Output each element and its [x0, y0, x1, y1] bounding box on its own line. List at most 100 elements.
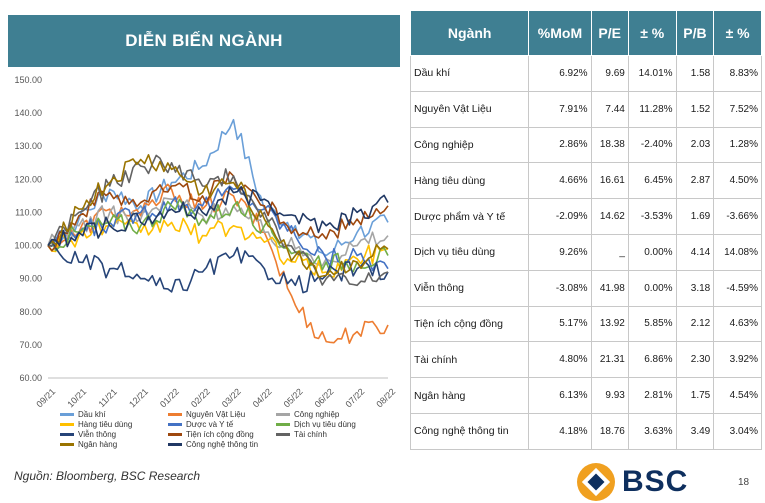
legend-item: Dầu khí — [60, 410, 106, 419]
table-row: Viễn thông -3.08% 41.98 0.00% 3.18 -4.59% — [409, 269, 762, 307]
value-cell: 7.91% — [528, 90, 592, 128]
y-tick-label: 90.00 — [19, 274, 42, 284]
legend-swatch — [276, 433, 290, 436]
legend-swatch — [168, 443, 182, 446]
column-header: Ngành — [409, 10, 530, 56]
x-tick-label: 12/21 — [127, 386, 150, 409]
sector-name-cell: Dược phẩm và Y tế — [409, 198, 530, 235]
value-cell: 13.92 — [590, 305, 629, 343]
series-line-8 — [47, 154, 389, 287]
value-cell: 3.92% — [713, 341, 762, 379]
legend-swatch — [276, 423, 290, 426]
value-cell: 2.86% — [528, 126, 592, 164]
value-cell: -3.66% — [713, 198, 762, 235]
legend-swatch — [60, 443, 74, 446]
y-tick-label: 120.00 — [14, 174, 42, 184]
series-line-4 — [47, 185, 389, 272]
x-tick-label: 04/22 — [251, 386, 274, 409]
value-cell: 4.63% — [713, 305, 762, 343]
sector-name-cell: Công nghệ thông tin — [409, 412, 530, 450]
column-header: ± % — [713, 10, 762, 56]
legend-item: Viễn thông — [60, 430, 116, 439]
series-line-10 — [47, 186, 389, 248]
sector-name-cell: Công nghiệp — [409, 126, 530, 164]
legend-swatch — [168, 433, 182, 436]
value-cell: 2.81% — [627, 377, 677, 414]
value-cell: 2.30 — [675, 341, 715, 379]
value-cell: -3.53% — [627, 198, 677, 235]
value-cell: 4.54% — [713, 377, 762, 414]
legend-item: Công nghiệp — [276, 410, 339, 419]
legend-swatch — [60, 413, 74, 416]
value-cell: 2.87 — [675, 162, 715, 200]
value-cell: 7.52% — [713, 90, 762, 128]
table-row: Dược phẩm và Y tế -2.09% 14.62 -3.53% 1.69 -3… — [409, 198, 762, 235]
value-cell: 11.28% — [627, 90, 677, 128]
legend-swatch — [60, 433, 74, 436]
value-cell: -2.09% — [528, 198, 592, 235]
table-header-row: Ngành %MoM P/E ± % P/B ± % — [409, 10, 762, 56]
legend-item: Ngân hàng — [60, 440, 117, 449]
value-cell: -4.59% — [713, 269, 762, 307]
legend-label: Công nghiệp — [294, 410, 340, 419]
value-cell: 4.18% — [528, 412, 592, 450]
value-cell: 4.14 — [675, 233, 715, 271]
value-cell: 16.61 — [590, 162, 629, 200]
value-cell: 4.80% — [528, 341, 592, 379]
legend-label: Ngân hàng — [78, 440, 118, 449]
legend-item: Hàng tiêu dùng — [60, 420, 132, 429]
y-tick-label: 130.00 — [14, 141, 42, 151]
value-cell: 1.58 — [675, 55, 715, 92]
value-cell: 7.44 — [590, 90, 629, 128]
y-tick-label: 80.00 — [19, 307, 42, 317]
x-tick-label: 10/21 — [65, 386, 88, 409]
x-tick-label: 02/22 — [189, 386, 212, 409]
legend-item: Công nghệ thông tin — [168, 440, 258, 449]
legend-label: Dầu khí — [78, 410, 106, 419]
value-cell: 14.01% — [627, 55, 677, 92]
x-tick-label: 07/22 — [343, 386, 366, 409]
value-cell: 1.28% — [713, 126, 762, 164]
legend-label: Hàng tiêu dùng — [78, 420, 133, 429]
value-cell: 21.31 — [590, 341, 629, 379]
series-line-1 — [47, 183, 389, 345]
value-cell: 8.83% — [713, 55, 762, 92]
value-cell: 1.75 — [675, 377, 715, 414]
legend-label: Dược và Y tế — [186, 420, 234, 429]
sector-performance-chart: 60.00 70.00 80.00 90.00 100.00 110.00 120.00 13… — [14, 75, 397, 409]
column-header: ± % — [627, 10, 677, 56]
value-cell: 18.38 — [590, 126, 629, 164]
legend-label: Viễn thông — [78, 430, 117, 439]
value-cell: 41.98 — [590, 269, 629, 307]
value-cell: 3.04% — [713, 412, 762, 450]
table-row: Ngân hàng 6.13% 9.93 2.81% 1.75 4.54% — [409, 377, 762, 414]
legend-item: Dịch vụ tiêu dùng — [276, 420, 356, 429]
x-tick-label: 01/22 — [158, 386, 181, 409]
value-cell: 3.63% — [627, 412, 677, 450]
value-cell: 5.17% — [528, 305, 592, 343]
legend-swatch — [276, 413, 290, 416]
column-header: P/B — [675, 10, 715, 56]
x-tick-label: 09/21 — [34, 386, 57, 409]
table-row: Hàng tiêu dùng 4.66% 16.61 6.45% 2.87 4.50% — [409, 162, 762, 200]
sector-name-cell: Ngân hàng — [409, 377, 530, 414]
value-cell: 6.86% — [627, 341, 677, 379]
y-tick-label: 60.00 — [19, 373, 42, 383]
value-cell: 6.13% — [528, 377, 592, 414]
value-cell: 14.08% — [713, 233, 762, 271]
legend-item: Tiện ích cộng đồng — [168, 430, 254, 439]
sector-name-cell: Hàng tiêu dùng — [409, 162, 530, 200]
y-tick-label: 110.00 — [15, 207, 42, 217]
value-cell: 18.76 — [590, 412, 629, 450]
sector-name-cell: Nguyên Vật Liệu — [409, 90, 530, 128]
page-number: 18 — [738, 477, 750, 488]
y-tick-label: 140.00 — [14, 108, 42, 118]
sector-name-cell: Tiện ích cộng đồng — [409, 305, 530, 343]
value-cell: -3.08% — [528, 269, 592, 307]
sector-name-cell: Dịch vụ tiêu dùng — [409, 233, 530, 271]
value-cell: 4.50% — [713, 162, 762, 200]
table-row: Tài chính 4.80% 21.31 6.86% 2.30 3.92% — [409, 341, 762, 379]
logo-wordmark: BSC — [622, 465, 689, 498]
x-tick-label: 06/22 — [313, 386, 336, 409]
series-line-3 — [47, 217, 389, 278]
